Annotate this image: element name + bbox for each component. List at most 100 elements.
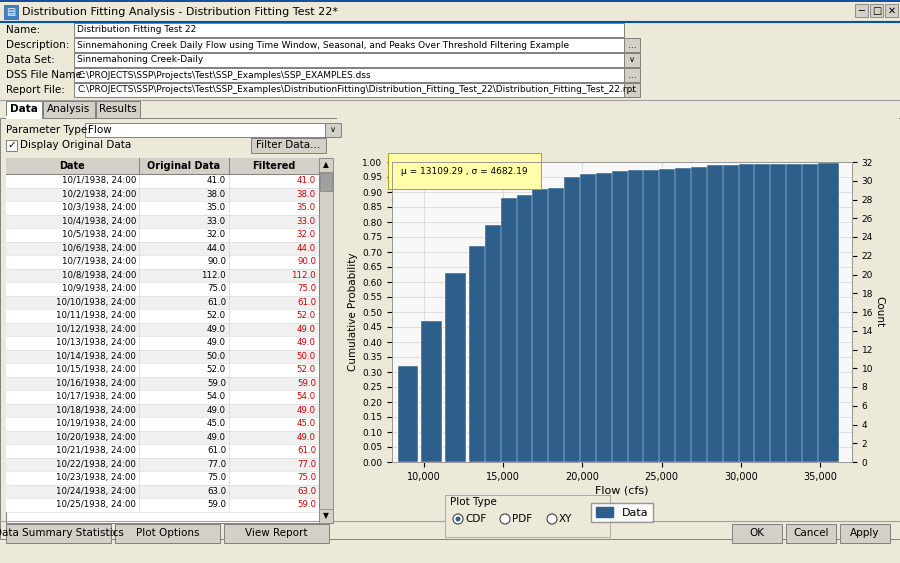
Text: 52.0: 52.0 xyxy=(297,365,316,374)
FancyBboxPatch shape xyxy=(6,485,319,498)
FancyBboxPatch shape xyxy=(624,53,640,67)
FancyBboxPatch shape xyxy=(6,528,17,538)
FancyBboxPatch shape xyxy=(6,390,319,404)
Text: 52.0: 52.0 xyxy=(207,365,226,374)
Text: 44.0: 44.0 xyxy=(297,244,316,253)
Text: Analysis: Analysis xyxy=(48,105,91,114)
X-axis label: Flow (cfs): Flow (cfs) xyxy=(595,486,649,496)
FancyBboxPatch shape xyxy=(74,68,624,82)
Bar xyxy=(469,246,490,462)
Text: 10/10/1938, 24:00: 10/10/1938, 24:00 xyxy=(56,298,136,307)
Bar xyxy=(533,189,553,462)
Text: 10/4/1938, 24:00: 10/4/1938, 24:00 xyxy=(61,217,136,226)
Bar xyxy=(596,172,617,462)
Bar xyxy=(660,168,680,462)
Text: 10/16/1938, 24:00: 10/16/1938, 24:00 xyxy=(56,379,136,388)
Text: 77.0: 77.0 xyxy=(297,460,316,469)
Text: □: □ xyxy=(872,6,881,16)
Bar xyxy=(644,169,664,462)
FancyBboxPatch shape xyxy=(325,123,341,137)
Text: 44.0: 44.0 xyxy=(207,244,226,253)
FancyBboxPatch shape xyxy=(0,0,900,2)
FancyBboxPatch shape xyxy=(6,296,319,309)
Text: 61.0: 61.0 xyxy=(207,446,226,455)
FancyBboxPatch shape xyxy=(6,336,319,350)
Text: 33.0: 33.0 xyxy=(297,217,316,226)
Text: 49.0: 49.0 xyxy=(207,338,226,347)
FancyBboxPatch shape xyxy=(6,444,319,458)
Text: 10/22/1938, 24:00: 10/22/1938, 24:00 xyxy=(56,460,136,469)
Text: 75.0: 75.0 xyxy=(297,284,316,293)
Bar xyxy=(691,167,712,462)
Text: 112.0: 112.0 xyxy=(292,271,316,280)
Text: Name:: Name: xyxy=(6,25,40,35)
Text: Sinnemahoning Creek Daily Flow using Time Window, Seasonal, and Peaks Over Thres: Sinnemahoning Creek Daily Flow using Tim… xyxy=(77,41,569,50)
Ellipse shape xyxy=(453,514,463,524)
Text: Cancel: Cancel xyxy=(793,528,829,538)
FancyBboxPatch shape xyxy=(319,509,333,523)
Text: DSS File Name:: DSS File Name: xyxy=(6,70,85,80)
Text: 52.0: 52.0 xyxy=(207,311,226,320)
Bar xyxy=(675,168,696,462)
FancyBboxPatch shape xyxy=(6,282,319,296)
Bar xyxy=(398,366,418,462)
Text: Flow: Flow xyxy=(88,125,112,135)
FancyBboxPatch shape xyxy=(6,363,319,377)
Text: 49.0: 49.0 xyxy=(207,433,226,442)
Text: 90.0: 90.0 xyxy=(297,257,316,266)
FancyBboxPatch shape xyxy=(85,123,325,137)
Text: 49.0: 49.0 xyxy=(297,325,316,334)
Text: Display Original Data: Display Original Data xyxy=(20,140,131,150)
Text: 10/2/1938, 24:00: 10/2/1938, 24:00 xyxy=(61,190,136,199)
Text: 32.0: 32.0 xyxy=(207,230,226,239)
FancyBboxPatch shape xyxy=(6,242,319,255)
Bar xyxy=(421,321,442,462)
Text: 10/3/1938, 24:00: 10/3/1938, 24:00 xyxy=(61,203,136,212)
Text: Apply: Apply xyxy=(850,528,880,538)
Bar xyxy=(564,177,585,462)
FancyBboxPatch shape xyxy=(74,53,624,67)
Text: 10/24/1938, 24:00: 10/24/1938, 24:00 xyxy=(56,487,136,496)
Text: Date: Date xyxy=(59,161,86,171)
FancyBboxPatch shape xyxy=(624,83,640,97)
Text: 59.0: 59.0 xyxy=(207,379,226,388)
FancyBboxPatch shape xyxy=(0,2,900,22)
Text: 38.0: 38.0 xyxy=(297,190,316,199)
FancyBboxPatch shape xyxy=(6,377,319,390)
FancyBboxPatch shape xyxy=(6,116,42,119)
Text: 10/15/1938, 24:00: 10/15/1938, 24:00 xyxy=(56,365,136,374)
Text: 10/12/1938, 24:00: 10/12/1938, 24:00 xyxy=(56,325,136,334)
Bar xyxy=(485,225,506,462)
Text: 10/11/1938, 24:00: 10/11/1938, 24:00 xyxy=(56,311,136,320)
FancyBboxPatch shape xyxy=(6,404,319,417)
Bar xyxy=(770,164,791,462)
FancyBboxPatch shape xyxy=(85,528,96,538)
Text: Parameter Type:: Parameter Type: xyxy=(6,125,91,135)
Bar xyxy=(548,187,569,462)
FancyBboxPatch shape xyxy=(43,101,95,118)
Ellipse shape xyxy=(547,514,557,524)
Text: 10/7/1938, 24:00: 10/7/1938, 24:00 xyxy=(61,257,136,266)
FancyBboxPatch shape xyxy=(319,158,333,523)
FancyBboxPatch shape xyxy=(6,101,42,118)
FancyBboxPatch shape xyxy=(96,101,140,118)
Text: 10/18/1938, 24:00: 10/18/1938, 24:00 xyxy=(56,406,136,415)
Text: PDF: PDF xyxy=(512,514,532,524)
Legend: Data: Data xyxy=(591,503,652,522)
Text: ∨: ∨ xyxy=(330,126,336,135)
FancyBboxPatch shape xyxy=(624,68,640,82)
Text: 61.0: 61.0 xyxy=(297,446,316,455)
FancyBboxPatch shape xyxy=(74,38,624,52)
Text: 41.0: 41.0 xyxy=(297,176,316,185)
Bar xyxy=(802,163,823,462)
Text: 52.0: 52.0 xyxy=(297,311,316,320)
FancyBboxPatch shape xyxy=(6,201,319,215)
FancyBboxPatch shape xyxy=(6,215,319,228)
Text: 61.0: 61.0 xyxy=(207,298,226,307)
Text: Results: Results xyxy=(99,105,137,114)
FancyBboxPatch shape xyxy=(786,524,836,543)
FancyBboxPatch shape xyxy=(6,471,319,485)
Bar xyxy=(754,164,775,462)
FancyBboxPatch shape xyxy=(6,255,319,269)
Text: XY: XY xyxy=(559,514,572,524)
